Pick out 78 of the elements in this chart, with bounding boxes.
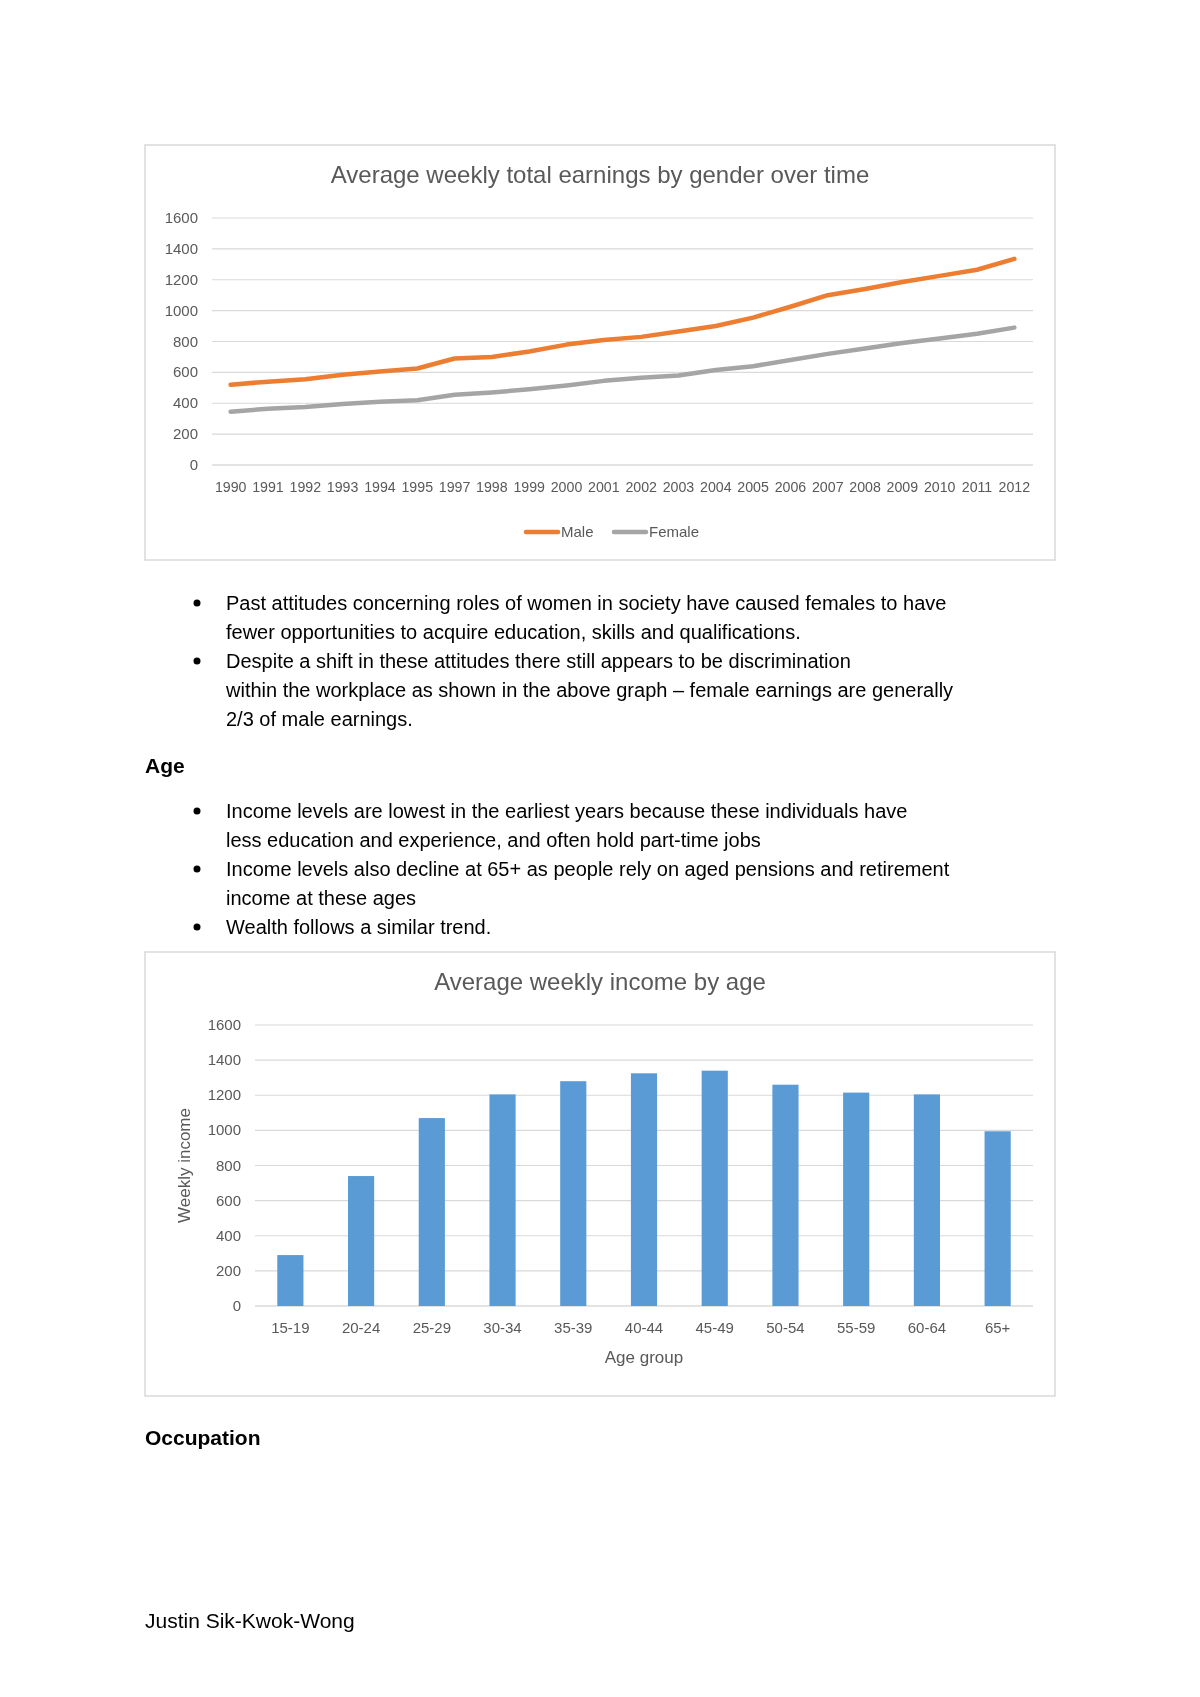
text: Occupation <box>145 1426 261 1449</box>
x-tick-label: 45-49 <box>695 1319 734 1336</box>
x-tick-label: 55-59 <box>836 1319 876 1336</box>
x-tick-label: 1999 <box>513 479 546 495</box>
x-tick-label: 1994 <box>364 479 396 495</box>
x-tick-label: 1995 <box>401 479 434 495</box>
x-tick-label: 20-24 <box>341 1319 381 1336</box>
text: Despite a shift in these attitudes there still appears to be discrimination within the workplace as shown in the above graph – female earnings are generally 2/3 of male earnings. <box>225 650 954 730</box>
y-tick-label: 1600 <box>207 1016 241 1033</box>
x-tick-label: 1992 <box>289 479 322 495</box>
y-tick-label: 800 <box>215 1156 241 1174</box>
legend-label: Female <box>649 523 700 540</box>
legend-label: Male <box>561 523 594 540</box>
text: Income levels also decline at 65+ as people rely on aged pensions and retirement income at these ages <box>226 858 950 909</box>
bar <box>843 1092 870 1306</box>
y-tick-label: 1000 <box>164 301 198 319</box>
bar <box>772 1084 799 1306</box>
bar <box>630 1073 658 1306</box>
x-tick-label: 2000 <box>550 479 583 495</box>
text: Wealth follows a similar trend. <box>226 916 492 938</box>
y-tick-label: 1400 <box>207 1051 241 1069</box>
x-tick-label: 65+ <box>984 1319 1011 1336</box>
x-tick-label: 2001 <box>588 479 620 495</box>
text: Age <box>145 754 185 777</box>
x-tick-label: 2004 <box>700 479 732 495</box>
bar <box>348 1176 375 1306</box>
x-tick-label: 1991 <box>252 479 284 495</box>
y-tick-label: 400 <box>215 1226 241 1244</box>
text: Justin Sik-Kwok-Wong <box>145 1609 355 1632</box>
x-tick-label: 2005 <box>737 479 769 495</box>
x-tick-label: 1997 <box>438 479 471 495</box>
x-tick-label: 25-29 <box>412 1319 452 1336</box>
y-tick-label: 1200 <box>207 1086 241 1104</box>
bar <box>277 1255 304 1306</box>
line-series <box>228 325 1017 414</box>
x-tick-label: 2011 <box>961 479 993 495</box>
x-tick-label: 40-44 <box>624 1319 664 1336</box>
x-tick-label: 2007 <box>811 479 844 495</box>
x-tick-label: 2003 <box>662 479 695 495</box>
x-tick-label: 35-39 <box>554 1319 593 1336</box>
x-tick-label: 2009 <box>886 479 919 495</box>
x-tick-label: 60-64 <box>907 1319 947 1336</box>
bar <box>418 1118 445 1306</box>
y-tick-label: 0 <box>189 456 198 473</box>
x-tick-label: 15-19 <box>271 1319 310 1336</box>
x-tick-label: 2012 <box>998 479 1031 495</box>
x-tick-label: 1998 <box>476 479 508 495</box>
y-tick-label: 1600 <box>164 209 198 226</box>
bar <box>560 1081 587 1306</box>
chart-title: Average weekly income by age <box>434 968 766 995</box>
x-tick-label: 2002 <box>625 479 658 495</box>
bar <box>984 1131 1011 1306</box>
line-series <box>228 256 1017 387</box>
y-tick-label: 600 <box>172 363 198 381</box>
text: Income levels are lowest in the earliest years because these individuals have less education and experience, and often hold part-time jobs <box>226 800 908 851</box>
y-axis-title: Weekly income <box>175 1108 194 1223</box>
y-tick-label: 200 <box>172 425 198 443</box>
text: Past attitudes concerning roles of women in society have caused females to have fewer opportunities to acquire education, skills and qualifications. <box>226 592 947 643</box>
bar <box>701 1070 728 1306</box>
y-tick-label: 800 <box>172 332 198 350</box>
y-tick-label: 1400 <box>164 239 198 257</box>
x-tick-label: 2006 <box>774 479 807 495</box>
x-tick-label: 1990 <box>214 479 247 495</box>
x-axis-title: Age group <box>604 1348 684 1367</box>
x-tick-label: 50-54 <box>766 1319 805 1336</box>
y-tick-label: 1200 <box>164 270 198 288</box>
y-tick-label: 200 <box>215 1261 241 1279</box>
y-tick-label: 600 <box>215 1191 241 1209</box>
y-tick-label: 400 <box>172 394 198 412</box>
chart-title: Average weekly total earnings by gender over time <box>330 161 870 188</box>
x-tick-label: 1993 <box>326 479 359 495</box>
x-tick-label: 2010 <box>923 479 956 495</box>
bar <box>913 1094 940 1306</box>
x-tick-label: 30-34 <box>483 1319 522 1336</box>
bar <box>489 1094 516 1306</box>
y-tick-label: 0 <box>232 1297 241 1314</box>
y-tick-label: 1000 <box>207 1121 241 1139</box>
x-tick-label: 2008 <box>849 479 881 495</box>
